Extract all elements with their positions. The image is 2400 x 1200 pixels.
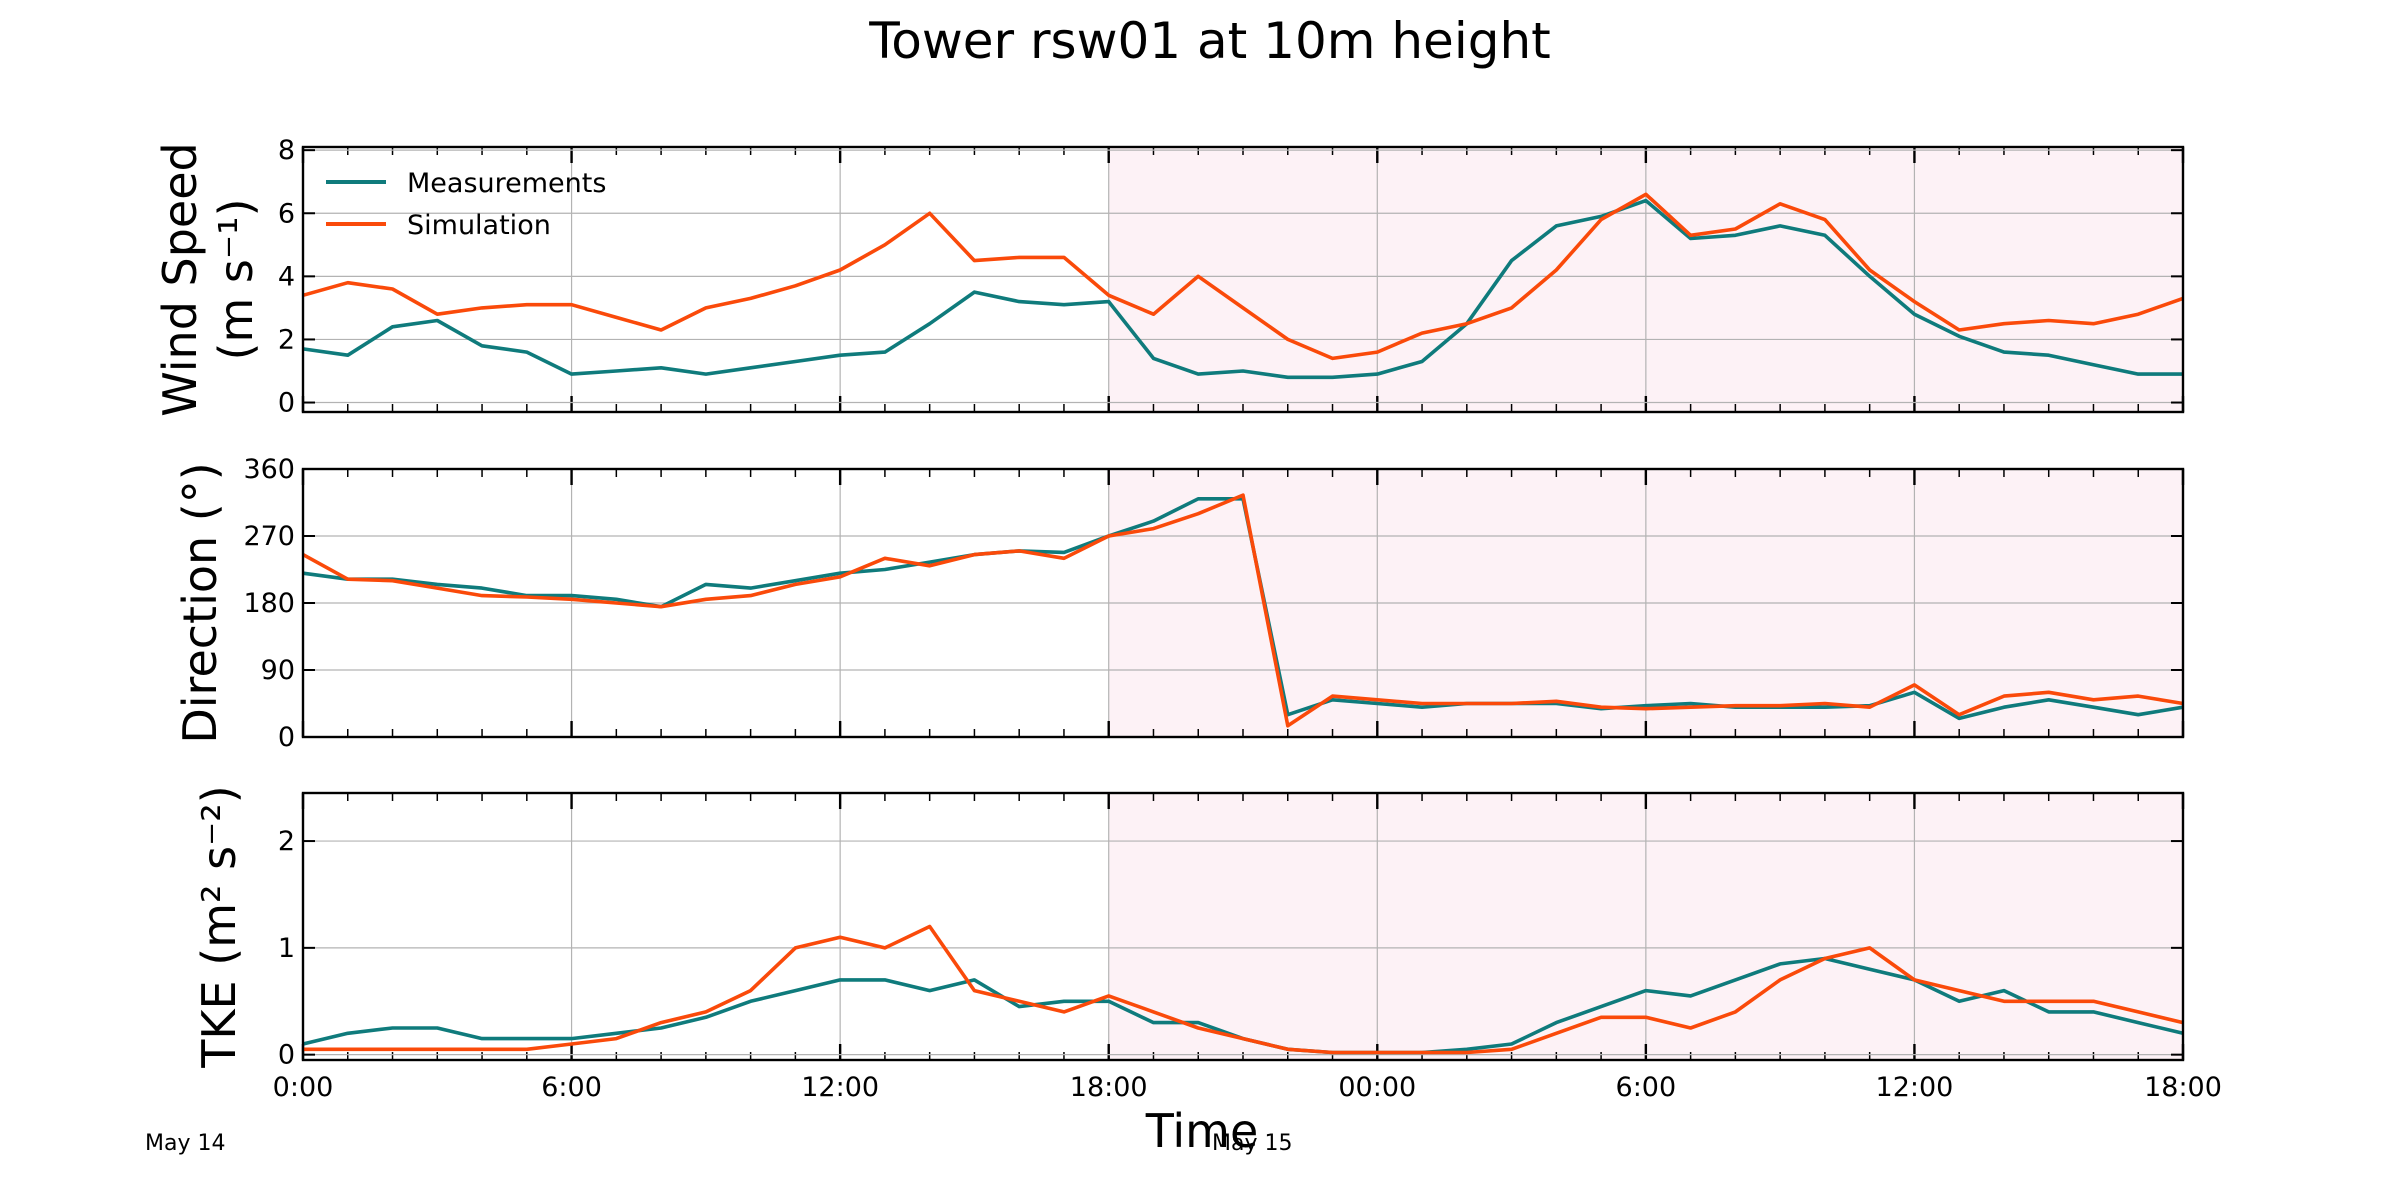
series-line-simulation [302, 493, 2184, 728]
y-axis-label: Direction (°) [173, 462, 227, 743]
x-tick-label: 18:00 [2144, 1072, 2222, 1103]
y-axis-label: Wind Speed [153, 142, 207, 416]
y-tick-label: 90 [261, 655, 295, 686]
x-tick-label: 00:00 [1338, 1072, 1416, 1103]
date-labels: May 14 May 15 [145, 1131, 1292, 1156]
axes-frame [301, 145, 2185, 414]
x-axis-label: Time [1145, 1104, 1259, 1158]
x-tick-label: 0:00 [273, 1072, 334, 1103]
axes-frame [301, 467, 2185, 739]
y-axis-label: TKE (m² s⁻²) [192, 785, 246, 1068]
panels: 0 2 4 6 8 Wind Speed (m s⁻¹) 0 90 180 270 360 Direct… [153, 135, 2222, 1103]
y-tick-label: 6 [278, 198, 295, 229]
y-axis-unit: (m s⁻¹) [209, 198, 263, 360]
y-tick-label: 4 [278, 261, 295, 292]
legend-label: Measurements [407, 168, 606, 199]
x-tick-label: 6:00 [541, 1072, 602, 1103]
y-tick-label: 8 [278, 135, 295, 166]
y-tick-label: 0 [278, 388, 295, 419]
y-tick-label: 1 [278, 933, 295, 964]
series-line-simulation [303, 924, 2184, 1055]
panel-1: 0 2 4 6 8 Wind Speed (m s⁻¹) [153, 135, 2185, 419]
series-line-measurements [302, 198, 2183, 380]
date-label: May 14 [145, 1131, 225, 1156]
y-tick-label: 0 [278, 722, 295, 753]
panel-3: 0 1 2 TKE (m² s⁻²) [192, 785, 2185, 1071]
x-tick-label: 18:00 [1070, 1072, 1148, 1103]
x-tick-label: 6:00 [1616, 1072, 1677, 1103]
x-tick-label: 12:00 [801, 1072, 879, 1103]
y-tick-label: 0 [278, 1040, 295, 1071]
y-tick-label: 2 [278, 826, 295, 857]
y-tick-label: 180 [243, 588, 295, 619]
panel-2: 0 90 180 270 360 Direction (°) [173, 454, 2185, 753]
date-label: May 15 [1212, 1131, 1292, 1156]
y-tick-label: 2 [278, 324, 295, 355]
x-tick-label: 12:00 [1876, 1072, 1954, 1103]
y-tick-label: 360 [243, 454, 295, 485]
legend: Measurements Simulation [326, 168, 606, 241]
chart-title: Tower rsw01 at 10m height [868, 12, 1551, 70]
axes-frame [301, 791, 2185, 1062]
series-line-simulation [302, 192, 2184, 361]
legend-label: Simulation [407, 210, 551, 241]
y-tick-label: 270 [243, 521, 295, 552]
